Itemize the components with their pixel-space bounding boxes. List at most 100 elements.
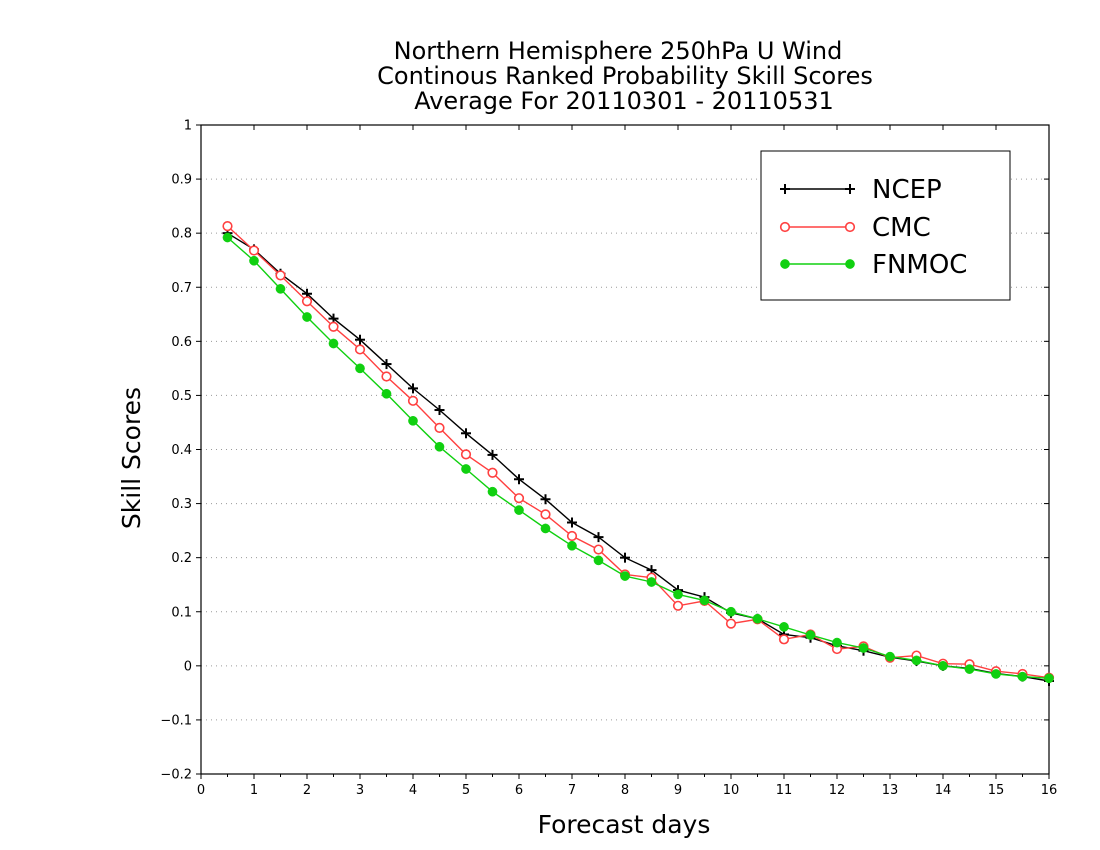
y-tick-label: 0.9: [171, 173, 192, 188]
point-ncep: [381, 359, 392, 370]
x-tick-label: 5: [462, 783, 470, 798]
point-fnmoc: [434, 441, 445, 452]
point-fnmoc: [620, 571, 630, 581]
series-fnmoc: [222, 232, 1054, 684]
point-fnmoc: [540, 523, 551, 534]
point-fnmoc: [938, 660, 948, 671]
x-axis-label: Forecast days: [538, 810, 711, 839]
point-ncep: [620, 552, 630, 563]
point-fnmoc: [1017, 671, 1028, 682]
legend-marker: [779, 221, 791, 233]
point-fnmoc: [1044, 673, 1054, 684]
point-fnmoc: [302, 312, 312, 322]
x-tick-label: 0: [197, 783, 205, 798]
point-ncep: [487, 449, 498, 460]
point-fnmoc: [832, 637, 842, 648]
x-tick-label: 11: [776, 783, 793, 798]
legend-marker: [845, 184, 855, 194]
point-ncep: [355, 334, 365, 345]
x-tick-label: 16: [1041, 783, 1058, 798]
point-fnmoc: [249, 255, 259, 266]
point-cmc: [328, 321, 339, 332]
point-cmc: [407, 395, 419, 406]
legend-item-fnmoc: FNMOC: [780, 250, 967, 280]
point-fnmoc: [991, 669, 1001, 679]
y-tick-label: 1: [184, 119, 192, 134]
y-tick-label: 0.3: [171, 497, 192, 512]
legend-item-cmc: CMC: [779, 213, 931, 243]
point-fnmoc: [461, 464, 471, 474]
point-cmc: [566, 530, 578, 542]
point-fnmoc: [646, 577, 657, 587]
point-cmc: [222, 221, 233, 232]
legend-label: NCEP: [872, 175, 942, 205]
y-tick-label: −0.2: [160, 768, 192, 783]
point-fnmoc: [487, 486, 498, 497]
chart-title: Northern Hemisphere 250hPa U Wind Contin…: [377, 37, 873, 115]
x-tick-label: 3: [356, 783, 364, 798]
point-fnmoc: [699, 595, 710, 606]
x-tick-label: 6: [515, 783, 523, 798]
legend-marker: [780, 259, 790, 269]
series-lines: [222, 221, 1055, 686]
point-ncep: [434, 405, 445, 416]
point-cmc: [672, 600, 684, 611]
point-cmc: [275, 270, 286, 281]
y-tick-label: 0.8: [171, 227, 192, 242]
point-fnmoc: [726, 606, 736, 617]
x-tick-label: 14: [935, 783, 952, 798]
point-fnmoc: [408, 415, 418, 426]
legend-marker: [844, 221, 856, 233]
point-fnmoc: [779, 622, 789, 632]
point-cmc: [725, 618, 737, 629]
x-tick-label: 12: [829, 783, 846, 798]
point-cmc: [434, 422, 445, 433]
point-fnmoc: [858, 643, 869, 653]
point-cmc: [540, 509, 551, 520]
series-line-fnmoc: [227, 236, 1050, 679]
point-cmc: [354, 344, 366, 355]
x-tick-label: 15: [988, 783, 1005, 798]
point-fnmoc: [381, 388, 392, 399]
point-fnmoc: [673, 589, 683, 600]
legend-marker: [780, 184, 790, 194]
y-tick-label: 0.7: [171, 281, 192, 296]
point-ncep: [514, 474, 524, 485]
point-fnmoc: [355, 363, 365, 374]
point-fnmoc: [593, 555, 604, 566]
point-cmc: [487, 467, 498, 478]
point-cmc: [513, 493, 525, 504]
point-fnmoc: [805, 630, 816, 640]
point-fnmoc: [514, 505, 524, 515]
axes: −0.2−0.100.10.20.30.40.50.60.70.80.910 1 2…: [160, 119, 1057, 799]
y-tick-label: 0.6: [171, 335, 192, 350]
point-fnmoc: [911, 655, 922, 666]
point-fnmoc: [567, 540, 577, 551]
point-cmc: [460, 449, 472, 460]
x-tick-label: 10: [723, 783, 740, 798]
point-ncep: [408, 383, 418, 394]
y-axis-label: Skill Scores: [117, 387, 146, 529]
y-tick-label: 0.2: [171, 551, 192, 566]
point-cmc: [593, 544, 604, 555]
point-cmc: [778, 634, 790, 645]
y-tick-label: 0.1: [171, 605, 192, 620]
title-line-2: Continous Ranked Probability Skill Score…: [377, 62, 873, 90]
x-tick-label: 1: [250, 783, 258, 798]
legend: NCEP CMC FNMOC: [760, 150, 1011, 301]
legend-box: [760, 150, 1011, 301]
y-tick-label: −0.1: [160, 713, 192, 728]
point-fnmoc: [275, 284, 286, 294]
x-tick-label: 4: [409, 783, 417, 798]
point-fnmoc: [328, 338, 339, 349]
point-cmc: [301, 296, 313, 307]
point-ncep: [461, 428, 471, 439]
point-ncep: [593, 532, 604, 543]
title-line-1: Northern Hemisphere 250hPa U Wind: [394, 37, 843, 65]
title-line-3: Average For 20110301 - 20110531: [414, 87, 834, 115]
point-cmc: [248, 245, 260, 256]
x-tick-label: 9: [674, 783, 682, 798]
point-ncep: [567, 517, 577, 528]
x-tick-label: 13: [882, 783, 899, 798]
y-tick-label: 0.4: [171, 443, 192, 458]
